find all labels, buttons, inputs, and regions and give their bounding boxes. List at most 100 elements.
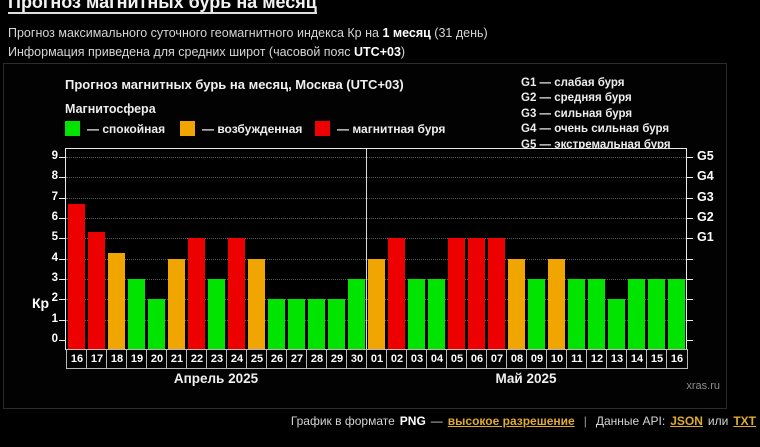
legend-item-quiet: — спокойная <box>65 121 165 136</box>
page-title: Прогноз магнитных бурь на месяц <box>8 0 317 14</box>
kp-bar-27 <box>287 299 305 349</box>
g3-legend-line: G3 — сильная буря <box>521 107 633 120</box>
day-label-cell: 08 <box>506 349 528 369</box>
y-tick-right <box>687 238 693 240</box>
subtitle-1-bold: 1 месяц <box>382 26 431 40</box>
gridline-kp-8 <box>66 177 686 179</box>
gridline-kp-9 <box>66 157 686 159</box>
plot-area: 0 1 2 3 4 5 6 7 8 9 G1 G2 G3 G4 G5 <box>52 148 714 350</box>
month-label-0: Апрель 2025 <box>173 371 259 386</box>
kp-bar-16 <box>667 279 685 349</box>
kp-bar-14 <box>627 279 645 349</box>
kp-bar-15 <box>647 279 665 349</box>
y-axis-label: Кр <box>32 295 50 311</box>
y-tick-right <box>687 299 693 301</box>
day-label-cell: 28 <box>306 349 328 369</box>
subtitle-line-2: Информация приведена для средних широт (… <box>8 45 405 60</box>
gridline-kp-6 <box>66 218 686 220</box>
g1-legend-line: G1 — слабая буря <box>521 77 625 89</box>
day-label-cell: 18 <box>106 349 128 369</box>
day-label-cell: 19 <box>126 349 148 369</box>
watermark: xras.ru <box>686 380 720 392</box>
kp-bar-12 <box>587 279 605 349</box>
legend-item-storm: — магнитная буря <box>315 121 445 136</box>
kp-bar-30 <box>347 279 365 349</box>
g4-legend-line: G4 — очень сильная буря <box>521 123 670 136</box>
kp-bar-05 <box>447 238 465 349</box>
kp-bar-11 <box>567 279 585 349</box>
day-label-cell: 12 <box>586 349 608 369</box>
y-tick-left <box>59 340 65 341</box>
kp-bar-23 <box>207 279 225 349</box>
y-tick-right <box>687 258 693 260</box>
g2-legend-line: G2 — средняя буря <box>521 92 632 105</box>
quiet-swatch-icon <box>65 121 80 136</box>
day-label-cell: 25 <box>246 349 268 369</box>
subtitle-1-suffix: (31 день) <box>430 26 488 40</box>
kp-bar-03 <box>407 279 425 349</box>
legend-title: Магнитосфера <box>65 102 156 116</box>
kp-bar-09 <box>527 279 545 349</box>
day-label-cell: 04 <box>426 349 448 369</box>
y-tick-right <box>687 279 693 280</box>
kp-bar-13 <box>607 299 625 349</box>
kp-bar-02 <box>387 238 405 349</box>
kp-bar-04 <box>427 279 445 349</box>
y-tick-label: 9 <box>51 150 58 163</box>
g-axis-label-g3: G3 <box>697 189 714 204</box>
kp-bar-29 <box>327 299 345 349</box>
y-tick-left <box>59 238 65 240</box>
kp-bar-21 <box>167 258 185 349</box>
y-tick-label: 7 <box>51 190 58 203</box>
day-label-cell: 01 <box>366 349 388 369</box>
x-axis-month-labels: Апрель 2025 Май 2025 <box>66 371 686 391</box>
chart-image: Прогноз магнитных бурь на месяц, Москва … <box>3 63 727 409</box>
month-divider <box>366 149 367 349</box>
kp-bar-26 <box>267 299 285 349</box>
day-label-cell: 30 <box>346 349 368 369</box>
subtitle-line-1: Прогноз максимального суточного геомагни… <box>8 26 488 41</box>
y-tick-label: 1 <box>51 312 58 325</box>
y-tick-right <box>687 197 693 199</box>
y-tick-right <box>687 177 693 179</box>
day-label-cell: 02 <box>386 349 408 369</box>
day-label-cell: 23 <box>206 349 228 369</box>
y-tick-right <box>687 340 693 341</box>
day-label-cell: 27 <box>286 349 308 369</box>
day-label-cell: 29 <box>326 349 348 369</box>
subtitle-2-bold: UTC+03 <box>354 45 401 59</box>
footer-or-text: или <box>707 414 729 428</box>
api-json-link[interactable]: JSON <box>670 414 703 428</box>
high-resolution-link[interactable]: высокое разрешение <box>447 414 575 428</box>
legend-item-label: — магнитная буря <box>337 121 446 136</box>
footer-format-text: График в формате <box>290 414 395 428</box>
kp-bar-25 <box>247 258 265 349</box>
storm-swatch-icon <box>315 121 330 136</box>
kp-bar-08 <box>507 258 525 349</box>
legend-item-label: — спокойная <box>87 121 166 136</box>
day-label-cell: 03 <box>406 349 428 369</box>
y-tick-right <box>687 319 693 321</box>
g-scale-legend: G1 — слабая буря G2 — средняя буря G3 — … <box>521 76 671 153</box>
footer-separator: | <box>583 414 587 428</box>
g-axis-label-g4: G4 <box>697 169 714 184</box>
kp-bar-10 <box>547 258 565 349</box>
y-tick-label: 3 <box>51 272 58 284</box>
y-tick-left <box>59 218 65 220</box>
kp-bar-28 <box>307 299 325 349</box>
footer-links-row: График в формате PNG — высокое разрешени… <box>291 414 756 428</box>
api-txt-link[interactable]: TXT <box>733 414 756 428</box>
kp-bar-20 <box>147 299 165 349</box>
day-label-cell: 07 <box>486 349 508 369</box>
kp-bar-16 <box>67 203 85 349</box>
day-label-cell: 14 <box>626 349 648 369</box>
y-tick-left <box>59 319 65 321</box>
gridline-kp-5 <box>66 238 686 240</box>
day-label-cell: 17 <box>86 349 108 369</box>
legend-item-label: — возбужденная <box>202 121 303 136</box>
chart-title: Прогноз магнитных бурь на месяц, Москва … <box>65 77 404 92</box>
g-axis-label-g1: G1 <box>697 230 714 245</box>
kp-bar-07 <box>487 238 505 349</box>
subtitle-1-text: Прогноз максимального суточного геомагни… <box>8 26 383 40</box>
